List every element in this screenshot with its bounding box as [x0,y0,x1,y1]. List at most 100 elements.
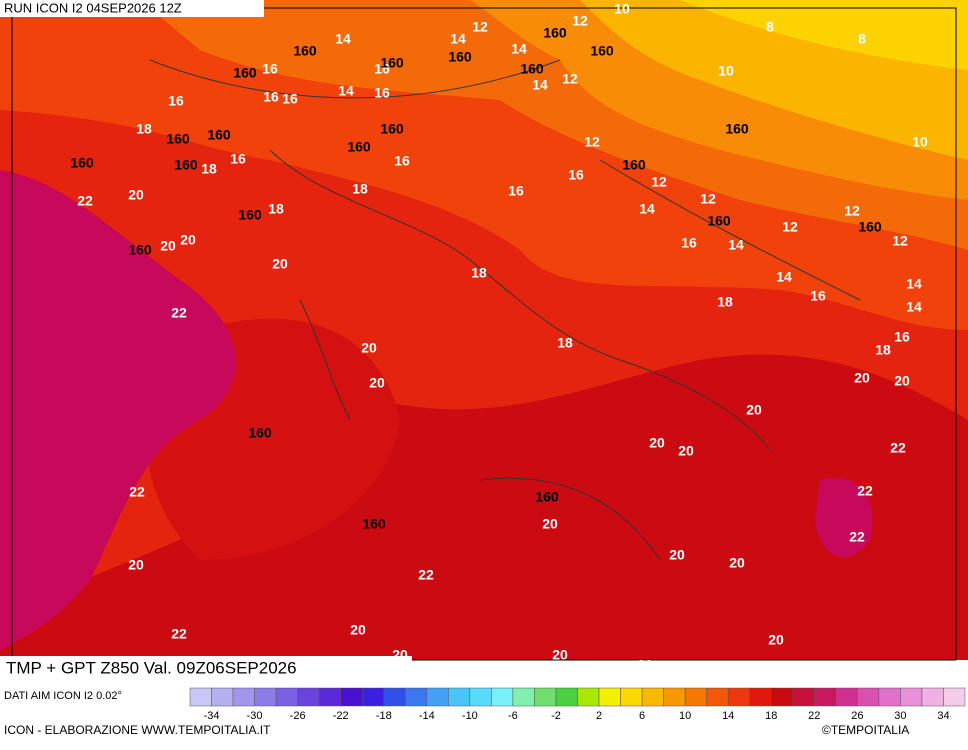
colorbar-tick-label: 26 [851,710,863,722]
color-box [771,687,794,707]
isotherm-label: 20 [649,435,665,451]
isotherm-label: 16 [168,93,184,109]
color-box [835,687,858,707]
isotherm-label: 20 [180,232,196,248]
colorbar-tick-label: -14 [419,710,435,722]
isotherm-label: 20 [854,370,870,386]
isotherm-label: 20 [350,622,366,638]
color-box [900,687,923,707]
color-box [943,687,966,707]
isotherm-label: 20 [272,256,288,272]
isotherm-label: 14 [906,299,922,315]
isotherm-label: 20 [669,547,685,563]
isotherm-label: 10 [718,63,734,79]
hot-zone [0,170,237,650]
color-box [749,687,772,707]
geopotential-label: 160 [362,516,386,532]
geopotential-label: 160 [166,131,190,147]
isotherm-label: 12 [700,191,716,207]
isotherm-label: 8 [766,19,774,35]
isotherm-label: 18 [557,335,573,351]
color-box [448,687,471,707]
isotherm-label: 16 [263,89,279,105]
isotherm-label: 14 [338,83,354,99]
colorbar-tick-label: -18 [376,710,392,722]
isotherm-label: 14 [906,276,922,292]
credit: ICON - ELABORAZIONE WWW.TEMPOITALIA.IT [4,723,271,737]
color-box [706,687,729,707]
copyright: ©TEMPOITALIA [822,723,909,737]
isotherm-label: 16 [262,61,278,77]
colorbar-tick-label: 6 [639,710,645,722]
run-label: RUN ICON I2 04SEP2026 12Z [4,0,182,15]
geopotential-label: 160 [70,155,94,171]
geopotential-label: 160 [858,219,882,235]
isotherm-label: 16 [282,91,298,107]
colorbar-tick-label: -10 [462,710,478,722]
colorbar-tick-label: 18 [765,710,777,722]
color-box [232,687,255,707]
hot-zone [815,478,873,558]
color-box [297,687,320,707]
color-box [727,687,750,707]
colorbar-tick-label: 34 [937,710,949,722]
isotherm-label: 20 [160,238,176,254]
isotherm-label: 18 [201,161,217,177]
geopotential-label: 160 [520,61,544,77]
title-box [0,656,412,684]
colorbar-tick-label: -22 [333,710,349,722]
isotherm-label: 14 [450,31,466,47]
isotherm-label: 22 [857,483,873,499]
isotherm-label: 14 [728,237,744,253]
color-box [878,687,901,707]
isotherm-label: 16 [394,153,410,169]
color-box [620,687,643,707]
isotherm-label: 16 [810,288,826,304]
isotherm-label: 20 [128,557,144,573]
isotherm-label: 20 [678,443,694,459]
isotherm-label: 18 [136,121,152,137]
isotherm-label: 12 [584,134,600,150]
geopotential-label: 160 [725,121,749,137]
geopotential-label: 160 [380,121,404,137]
isotherm-label: 12 [572,13,588,29]
color-box [641,687,664,707]
colorbar-tick-label: -6 [508,710,518,722]
isotherm-label: 12 [844,203,860,219]
isotherm-label: 14 [776,269,792,285]
geopotential-label: 160 [448,49,472,65]
isotherm-label: 20 [361,340,377,356]
colorbar-tick-label: 14 [722,710,734,722]
isotherm-label: 18 [268,201,284,217]
color-box [663,687,686,707]
isotherm-label: 22 [890,440,906,456]
isotherm-label: 18 [352,181,368,197]
isotherm-label: 22 [77,193,93,209]
isotherm-label: 10 [912,134,928,150]
isotherm-label: 8 [858,31,866,47]
color-box [921,687,944,707]
isotherm-label: 20 [128,187,144,203]
isotherm-label: 20 [542,516,558,532]
colorbar-tick-label: -30 [247,710,263,722]
color-box [555,687,578,707]
isotherm-label: 22 [418,567,434,583]
isotherm-label: 18 [471,265,487,281]
isotherm-label: 22 [849,529,865,545]
geopotential-label: 160 [543,25,567,41]
isotherm-label: 16 [568,167,584,183]
geopotential-label: 160 [707,213,731,229]
isotherm-label: 16 [230,151,246,167]
source: DATI AIM ICON I2 0.02° [4,690,122,702]
colorbar-tick-label: -26 [290,710,306,722]
isotherm-label: 16 [894,329,910,345]
isotherm-label: 20 [768,632,784,648]
isotherm-label: 16 [374,85,390,101]
colorbar-tick-label: 30 [894,710,906,722]
geopotential-label: 160 [174,157,198,173]
color-box [598,687,621,707]
color-box [361,687,385,707]
isotherm-label: 12 [472,19,488,35]
